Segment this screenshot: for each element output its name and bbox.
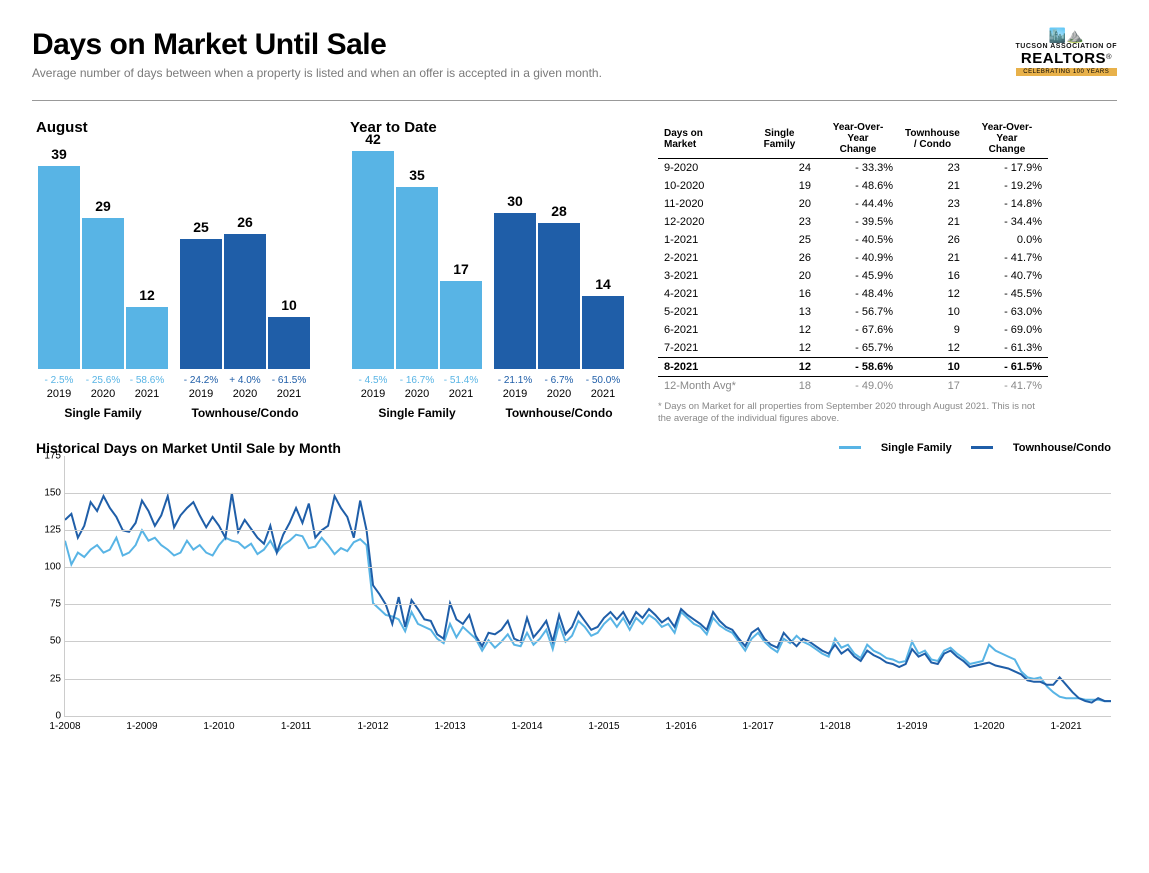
realtors-logo: 🏙️⛰️ TUCSON ASSOCIATION OF REALTORS® CEL… bbox=[1016, 28, 1118, 76]
bar-group: 30- 21.1%201928- 6.7%202014- 50.0%2021 To… bbox=[494, 193, 624, 420]
x-axis-label: 1-2011 bbox=[281, 721, 311, 732]
table-footnote: * Days on Market for all properties from… bbox=[658, 401, 1048, 426]
y-axis-label: 75 bbox=[35, 599, 61, 610]
x-axis-label: 1-2019 bbox=[896, 721, 927, 732]
line-series bbox=[65, 493, 1111, 702]
table-row: 8-202112- 58.6%10- 61.5% bbox=[658, 358, 1048, 377]
report-header: Days on Market Until Sale Average number… bbox=[32, 28, 1117, 94]
x-axis-label: 1-2017 bbox=[743, 721, 774, 732]
x-axis-label: 1-2018 bbox=[819, 721, 850, 732]
bar: 42- 4.5%2019 bbox=[352, 131, 394, 400]
x-axis-label: 1-2010 bbox=[203, 721, 234, 732]
data-table: Days on MarketSingle FamilyYear-Over-Yea… bbox=[658, 119, 1048, 395]
table-row: 5-202113- 56.7%10- 63.0% bbox=[658, 303, 1048, 321]
table-row: 3-202120- 45.9%16- 40.7% bbox=[658, 267, 1048, 285]
bar-category-label: Single Family bbox=[378, 406, 455, 420]
y-axis-label: 100 bbox=[35, 562, 61, 573]
line-series bbox=[65, 530, 1111, 701]
y-axis-label: 0 bbox=[35, 710, 61, 721]
bar-section-title: August bbox=[36, 119, 316, 136]
bar-category-label: Townhouse/Condo bbox=[505, 406, 612, 420]
bar: 30- 21.1%2019 bbox=[494, 193, 536, 400]
bar: 12- 58.6%2021 bbox=[126, 287, 168, 400]
bar-category-label: Single Family bbox=[64, 406, 141, 420]
y-axis-label: 125 bbox=[35, 524, 61, 535]
table-row: 9-202024- 33.3%23- 17.9% bbox=[658, 159, 1048, 178]
y-axis-label: 150 bbox=[35, 487, 61, 498]
bar: 35- 16.7%2020 bbox=[396, 167, 438, 400]
table-row: 6-202112- 67.6%9- 69.0% bbox=[658, 321, 1048, 339]
x-axis-label: 1-2015 bbox=[588, 721, 619, 732]
table-row: 10-202019- 48.6%21- 19.2% bbox=[658, 177, 1048, 195]
header-rule bbox=[32, 100, 1117, 101]
bar-section: Year to Date42- 4.5%201935- 16.7%202017-… bbox=[346, 119, 630, 420]
page-title: Days on Market Until Sale bbox=[32, 28, 602, 62]
bar: 28- 6.7%2020 bbox=[538, 203, 580, 400]
y-axis-label: 25 bbox=[35, 673, 61, 684]
x-axis-label: 1-2020 bbox=[973, 721, 1004, 732]
x-axis-label: 1-2021 bbox=[1051, 721, 1082, 732]
table-row: 1-202125- 40.5%260.0% bbox=[658, 231, 1048, 249]
data-table-block: Days on MarketSingle FamilyYear-Over-Yea… bbox=[658, 119, 1048, 426]
line-chart: 02550751001251501751-20081-20091-20101-2… bbox=[64, 456, 1111, 717]
x-axis-label: 1-2008 bbox=[49, 721, 80, 732]
top-row: August 39- 2.5%201929- 25.6%202012- 58.6%… bbox=[32, 119, 1117, 426]
bar: 39- 2.5%2019 bbox=[38, 146, 80, 400]
bar: 29- 25.6%2020 bbox=[82, 198, 124, 400]
bar-group: 42- 4.5%201935- 16.7%202017- 51.4%2021 Si… bbox=[352, 131, 482, 420]
bar-section: August 39- 2.5%201929- 25.6%202012- 58.6%… bbox=[32, 119, 316, 420]
bar: 10- 61.5%2021 bbox=[268, 297, 310, 400]
table-row: 11-202020- 44.4%23- 14.8% bbox=[658, 195, 1048, 213]
y-axis-label: 50 bbox=[35, 636, 61, 647]
x-axis-label: 1-2009 bbox=[126, 721, 157, 732]
table-row: 7-202112- 65.7%12- 61.3% bbox=[658, 339, 1048, 358]
bar-category-label: Townhouse/Condo bbox=[191, 406, 298, 420]
table-row: 12-Month Avg*18- 49.0%17- 41.7% bbox=[658, 377, 1048, 396]
bar-group: 39- 2.5%201929- 25.6%202012- 58.6%2021 Si… bbox=[38, 146, 168, 420]
x-axis-label: 1-2013 bbox=[434, 721, 465, 732]
bar-group: 25- 24.2%201926+ 4.0%202010- 61.5%2021 To… bbox=[180, 214, 310, 420]
table-row: 2-202126- 40.9%21- 41.7% bbox=[658, 249, 1048, 267]
x-axis-label: 1-2014 bbox=[511, 721, 542, 732]
x-axis-label: 1-2016 bbox=[666, 721, 697, 732]
page-subtitle: Average number of days between when a pr… bbox=[32, 66, 602, 80]
y-axis-label: 175 bbox=[35, 450, 61, 461]
bar: 17- 51.4%2021 bbox=[440, 261, 482, 400]
x-axis-label: 1-2012 bbox=[357, 721, 388, 732]
table-row: 4-202116- 48.4%12- 45.5% bbox=[658, 285, 1048, 303]
table-row: 12-202023- 39.5%21- 34.4% bbox=[658, 213, 1048, 231]
bar: 26+ 4.0%2020 bbox=[224, 214, 266, 400]
bar-charts: August 39- 2.5%201929- 25.6%202012- 58.6%… bbox=[32, 119, 630, 420]
bar: 14- 50.0%2021 bbox=[582, 276, 624, 400]
bar: 25- 24.2%2019 bbox=[180, 219, 222, 400]
